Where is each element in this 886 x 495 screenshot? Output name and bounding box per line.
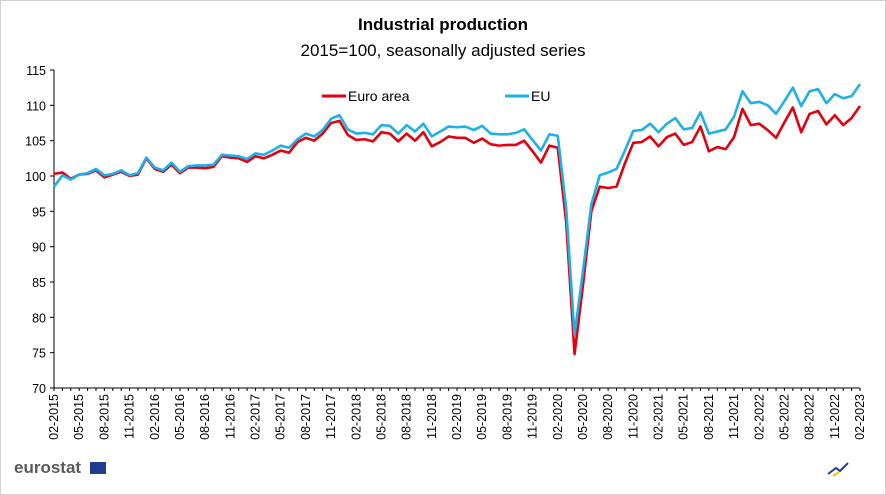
y-tick-label: 75 (32, 347, 46, 361)
x-tick-label: 02-2017 (249, 394, 263, 440)
eu-flag (90, 462, 106, 474)
x-tick-label: 05-2015 (72, 394, 86, 440)
y-tick-label: 105 (25, 135, 46, 149)
x-tick-label: 08-2017 (299, 394, 313, 440)
y-tick-label: 110 (26, 99, 46, 113)
x-tick-label: 11-2015 (123, 394, 137, 439)
series-line (52, 83, 862, 337)
x-tick-label: 08-2015 (97, 394, 111, 440)
x-tick-label: 11-2020 (626, 394, 640, 439)
x-tick-label: 02-2015 (47, 394, 61, 440)
y-tick-label: 115 (26, 64, 46, 78)
x-tick-label: 05-2017 (274, 394, 288, 440)
y-tick-label: 95 (32, 205, 46, 219)
x-tick-label: 02-2023 (853, 394, 867, 440)
chart-title: Industrial production (358, 15, 528, 34)
x-tick-label: 05-2022 (777, 394, 791, 440)
y-tick-label: 80 (32, 311, 46, 325)
source-logo: eurostat (14, 458, 81, 477)
legend-label: EU (531, 88, 550, 104)
x-tick-label: 08-2020 (601, 394, 615, 440)
x-tick-label: 11-2021 (727, 394, 741, 439)
chart-subtitle: 2015=100, seasonally adjusted series (301, 41, 586, 60)
x-tick-label: 08-2021 (702, 394, 716, 440)
x-tick-label: 11-2022 (828, 394, 842, 439)
x-tick-label: 05-2020 (576, 394, 590, 440)
x-tick-label: 11-2019 (526, 394, 540, 439)
x-tick-label: 02-2022 (752, 394, 766, 440)
y-tick-label: 70 (32, 382, 46, 396)
x-tick-label: 05-2021 (677, 394, 691, 440)
x-tick-label: 05-2019 (475, 394, 489, 440)
x-tick-label: 11-2017 (324, 394, 338, 439)
x-tick-label: 02-2021 (652, 394, 666, 440)
x-tick-label: 02-2016 (148, 394, 162, 440)
x-tick-label: 11-2016 (223, 394, 237, 439)
y-tick-label: 85 (32, 276, 46, 290)
y-tick-label: 90 (32, 241, 46, 255)
x-tick-label: 08-2022 (803, 394, 817, 440)
x-tick-label: 05-2016 (173, 394, 187, 440)
y-tick-label: 100 (25, 170, 46, 184)
x-tick-label: 08-2016 (198, 394, 212, 440)
x-tick-label: 11-2018 (425, 394, 439, 439)
x-tick-label: 08-2018 (400, 394, 414, 440)
x-tick-label: 02-2019 (450, 394, 464, 440)
corner-logo (827, 462, 849, 475)
x-tick-label: 05-2018 (374, 394, 388, 440)
x-tick-label: 02-2018 (349, 394, 363, 440)
x-tick-label: 02-2020 (551, 394, 565, 440)
x-tick-label: 08-2019 (500, 394, 514, 440)
legend-label: Euro area (348, 88, 410, 104)
corner-logo (832, 471, 840, 477)
